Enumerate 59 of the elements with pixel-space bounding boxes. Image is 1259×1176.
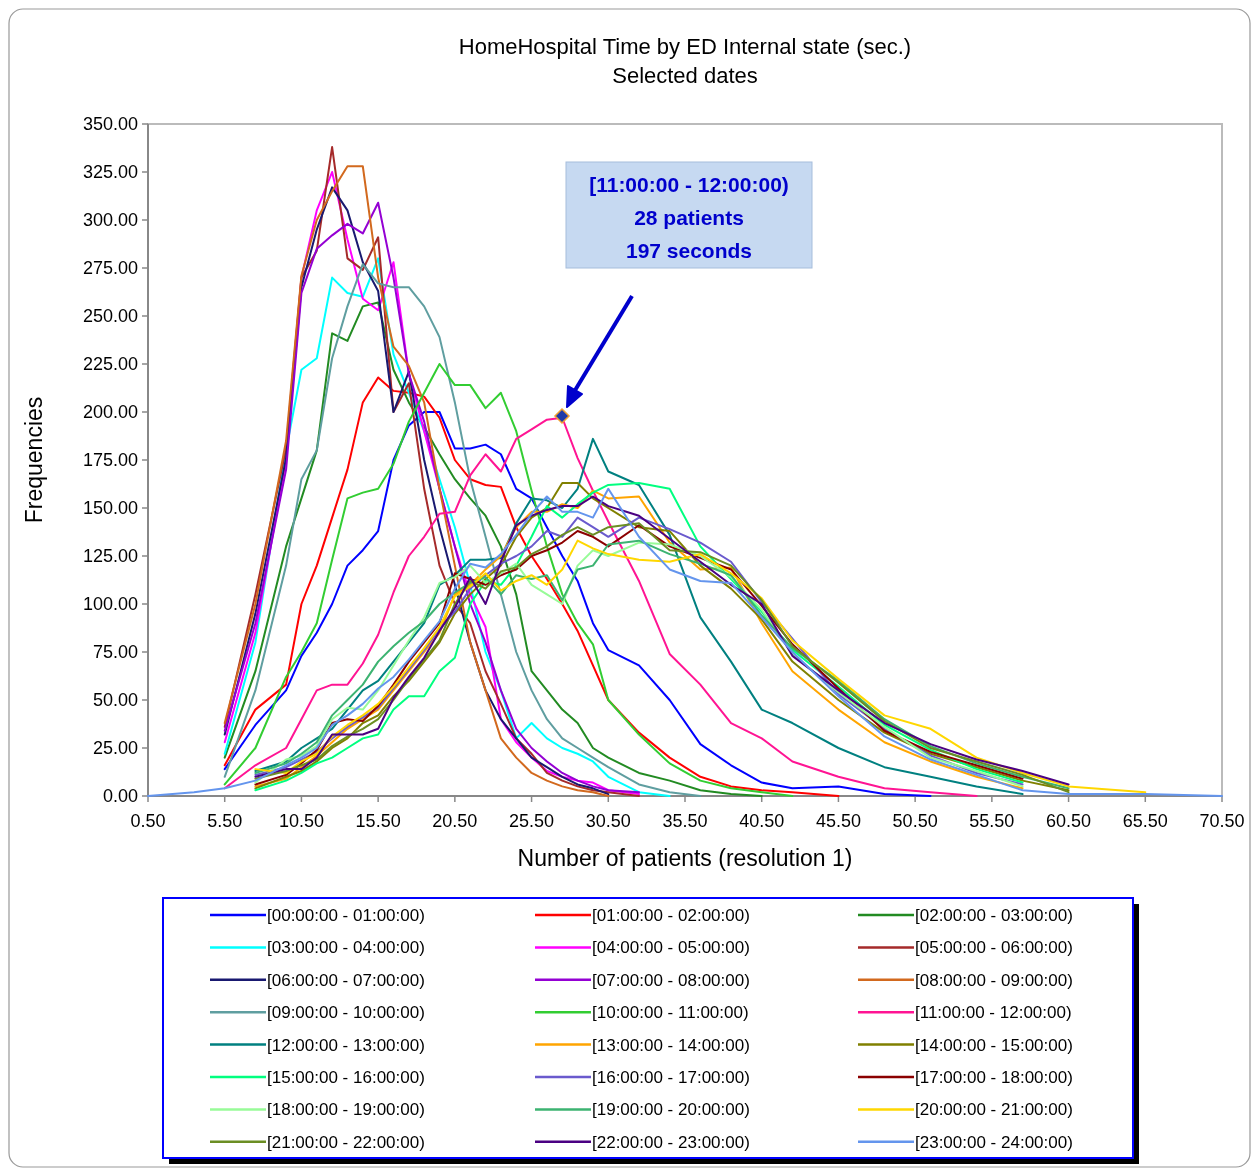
legend-label: [01:00:00 - 02:00:00): [592, 905, 750, 925]
x-tick-label: 5.50: [207, 811, 243, 831]
legend-label: [11:00:00 - 12:00:00): [915, 1003, 1072, 1023]
y-tick-label: 175.00: [82, 450, 138, 471]
x-tick-label: 0.50: [130, 811, 166, 831]
y-tick-label: 225.00: [82, 354, 138, 375]
y-axis-title: Frequencies: [21, 396, 47, 524]
chart-title: HomeHospital Time by ED Internal state (sec.): [458, 34, 912, 59]
y-tick-label: 350.00: [82, 114, 138, 135]
x-tick-label: 30.50: [585, 811, 631, 831]
x-axis-title: Number of patients (resolution 1): [517, 845, 853, 871]
y-tick-label: 100.00: [82, 594, 138, 615]
x-tick-label: 10.50: [278, 811, 324, 831]
annotation: [11:00:00 - 12:00:00) 28 patients 197 seconds: [589, 173, 789, 262]
x-tick-label: 60.50: [1046, 811, 1092, 831]
legend-label: [18:00:00 - 19:00:00): [267, 1100, 425, 1120]
y-tick-label: 300.00: [82, 210, 138, 231]
legend-label: [22:00:00 - 23:00:00): [592, 1132, 750, 1152]
legend-label: [23:00:00 - 24:00:00): [915, 1132, 1073, 1152]
x-tick-label: 40.50: [739, 811, 785, 831]
legend-label: [16:00:00 - 17:00:00): [592, 1067, 750, 1087]
legend-label: [14:00:00 - 15:00:00): [915, 1035, 1073, 1055]
legend-label: [06:00:00 - 07:00:00): [267, 970, 425, 990]
legend-label: [12:00:00 - 13:00:00): [267, 1035, 425, 1055]
legend-label: [03:00:00 - 04:00:00): [267, 938, 425, 958]
y-tick-label: 25.00: [92, 738, 138, 759]
y-tick-label: 200.00: [82, 402, 138, 423]
legend-label: [15:00:00 - 16:00:00): [267, 1067, 425, 1087]
x-tick-label: 35.50: [662, 811, 708, 831]
y-tick-label: 150.00: [82, 498, 138, 519]
y-tick-label: 0.00: [102, 786, 138, 807]
legend-label: [08:00:00 - 09:00:00): [915, 970, 1073, 990]
x-tick-label: 50.50: [892, 811, 938, 831]
legend-label: [02:00:00 - 03:00:00): [915, 905, 1073, 925]
legend-label: [04:00:00 - 05:00:00): [592, 938, 750, 958]
y-tick-label: 325.00: [82, 162, 138, 183]
legend-label: [05:00:00 - 06:00:00): [915, 938, 1073, 958]
legend-label: [09:00:00 - 10:00:00): [267, 1003, 425, 1023]
legend-label: [20:00:00 - 21:00:00): [915, 1100, 1073, 1120]
legend-label: [07:00:00 - 08:00:00): [592, 970, 750, 990]
y-tick-label: 250.00: [82, 306, 138, 327]
legend-label: [10:00:00 - 11:00:00): [592, 1003, 749, 1023]
x-tick-label: 70.50: [1199, 811, 1245, 831]
x-tick-label: 65.50: [1122, 811, 1168, 831]
legend-label: [13:00:00 - 14:00:00): [592, 1035, 750, 1055]
y-tick-label: 75.00: [92, 642, 138, 663]
y-tick-label: 50.00: [92, 690, 138, 711]
x-tick-label: 20.50: [432, 811, 478, 831]
legend-label: [21:00:00 - 22:00:00): [267, 1132, 425, 1152]
legend-label: [17:00:00 - 18:00:00): [915, 1067, 1073, 1087]
y-tick-label: 275.00: [82, 258, 138, 279]
x-tick-label: 15.50: [355, 811, 401, 831]
x-tick-label: 25.50: [509, 811, 555, 831]
y-tick-label: 125.00: [82, 546, 138, 567]
legend-label: [19:00:00 - 20:00:00): [592, 1100, 750, 1120]
x-tick-label: 55.50: [969, 811, 1015, 831]
chart-subtitle: Selected dates: [612, 63, 758, 88]
x-tick-label: 45.50: [815, 811, 861, 831]
legend-label: [00:00:00 - 01:00:00): [267, 905, 425, 925]
